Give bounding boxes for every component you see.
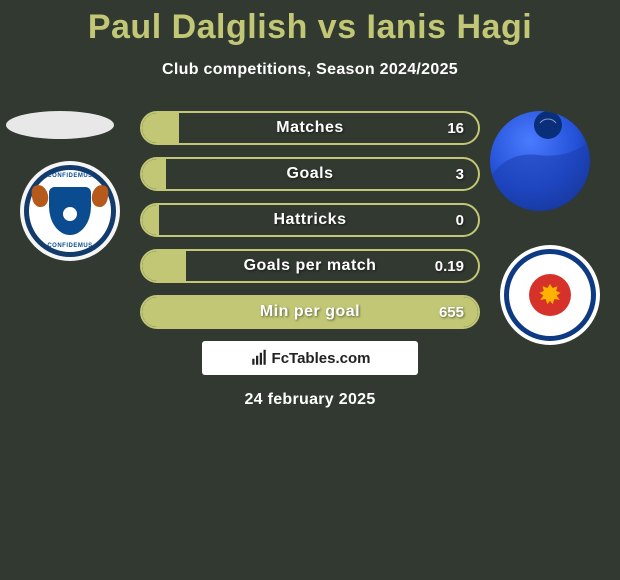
watermark-text: FcTables.com [272, 350, 371, 367]
stat-value: 0.19 [435, 258, 464, 275]
stat-label: Hattricks [142, 211, 478, 229]
player1-club-badge: CONFIDEMUS CONFIDEMUS [20, 161, 120, 261]
stat-row: Min per goal655 [140, 295, 480, 329]
comparison-area: CONFIDEMUS CONFIDEMUS [0, 111, 620, 329]
stat-row: Hattricks0 [140, 203, 480, 237]
player1-avatar [6, 111, 114, 139]
crest-ornament-icon [31, 184, 50, 208]
crest-core-icon [529, 274, 571, 316]
stat-value: 0 [456, 212, 464, 229]
page-title: Paul Dalglish vs Ianis Hagi [0, 0, 620, 47]
crest-ball-icon [63, 207, 77, 221]
player2-avatar [490, 111, 590, 211]
stat-value: 3 [456, 166, 464, 183]
crest-lion-icon [539, 284, 561, 306]
watermark: FcTables.com [202, 341, 418, 375]
stat-row: Matches16 [140, 111, 480, 145]
generation-date: 24 february 2025 [0, 391, 620, 409]
page-subtitle: Club competitions, Season 2024/2025 [0, 61, 620, 79]
club1-motto-bottom: CONFIDEMUS [29, 243, 111, 249]
stat-label: Min per goal [142, 303, 478, 321]
crest-ornament-icon [91, 184, 110, 208]
stat-bars: Matches16 Goals3 Hattricks0 Goals per match… [140, 111, 480, 329]
bar-chart-icon [250, 349, 268, 367]
stat-value: 655 [439, 304, 464, 321]
stat-row: Goals3 [140, 157, 480, 191]
stat-label: Goals [142, 165, 478, 183]
stat-value: 16 [447, 120, 464, 137]
club1-motto-top: CONFIDEMUS [29, 173, 111, 179]
player2-club-badge [500, 245, 600, 345]
stat-row: Goals per match0.19 [140, 249, 480, 283]
stat-label: Goals per match [142, 257, 478, 275]
crest-shield-icon [49, 187, 91, 235]
stat-label: Matches [142, 119, 478, 137]
